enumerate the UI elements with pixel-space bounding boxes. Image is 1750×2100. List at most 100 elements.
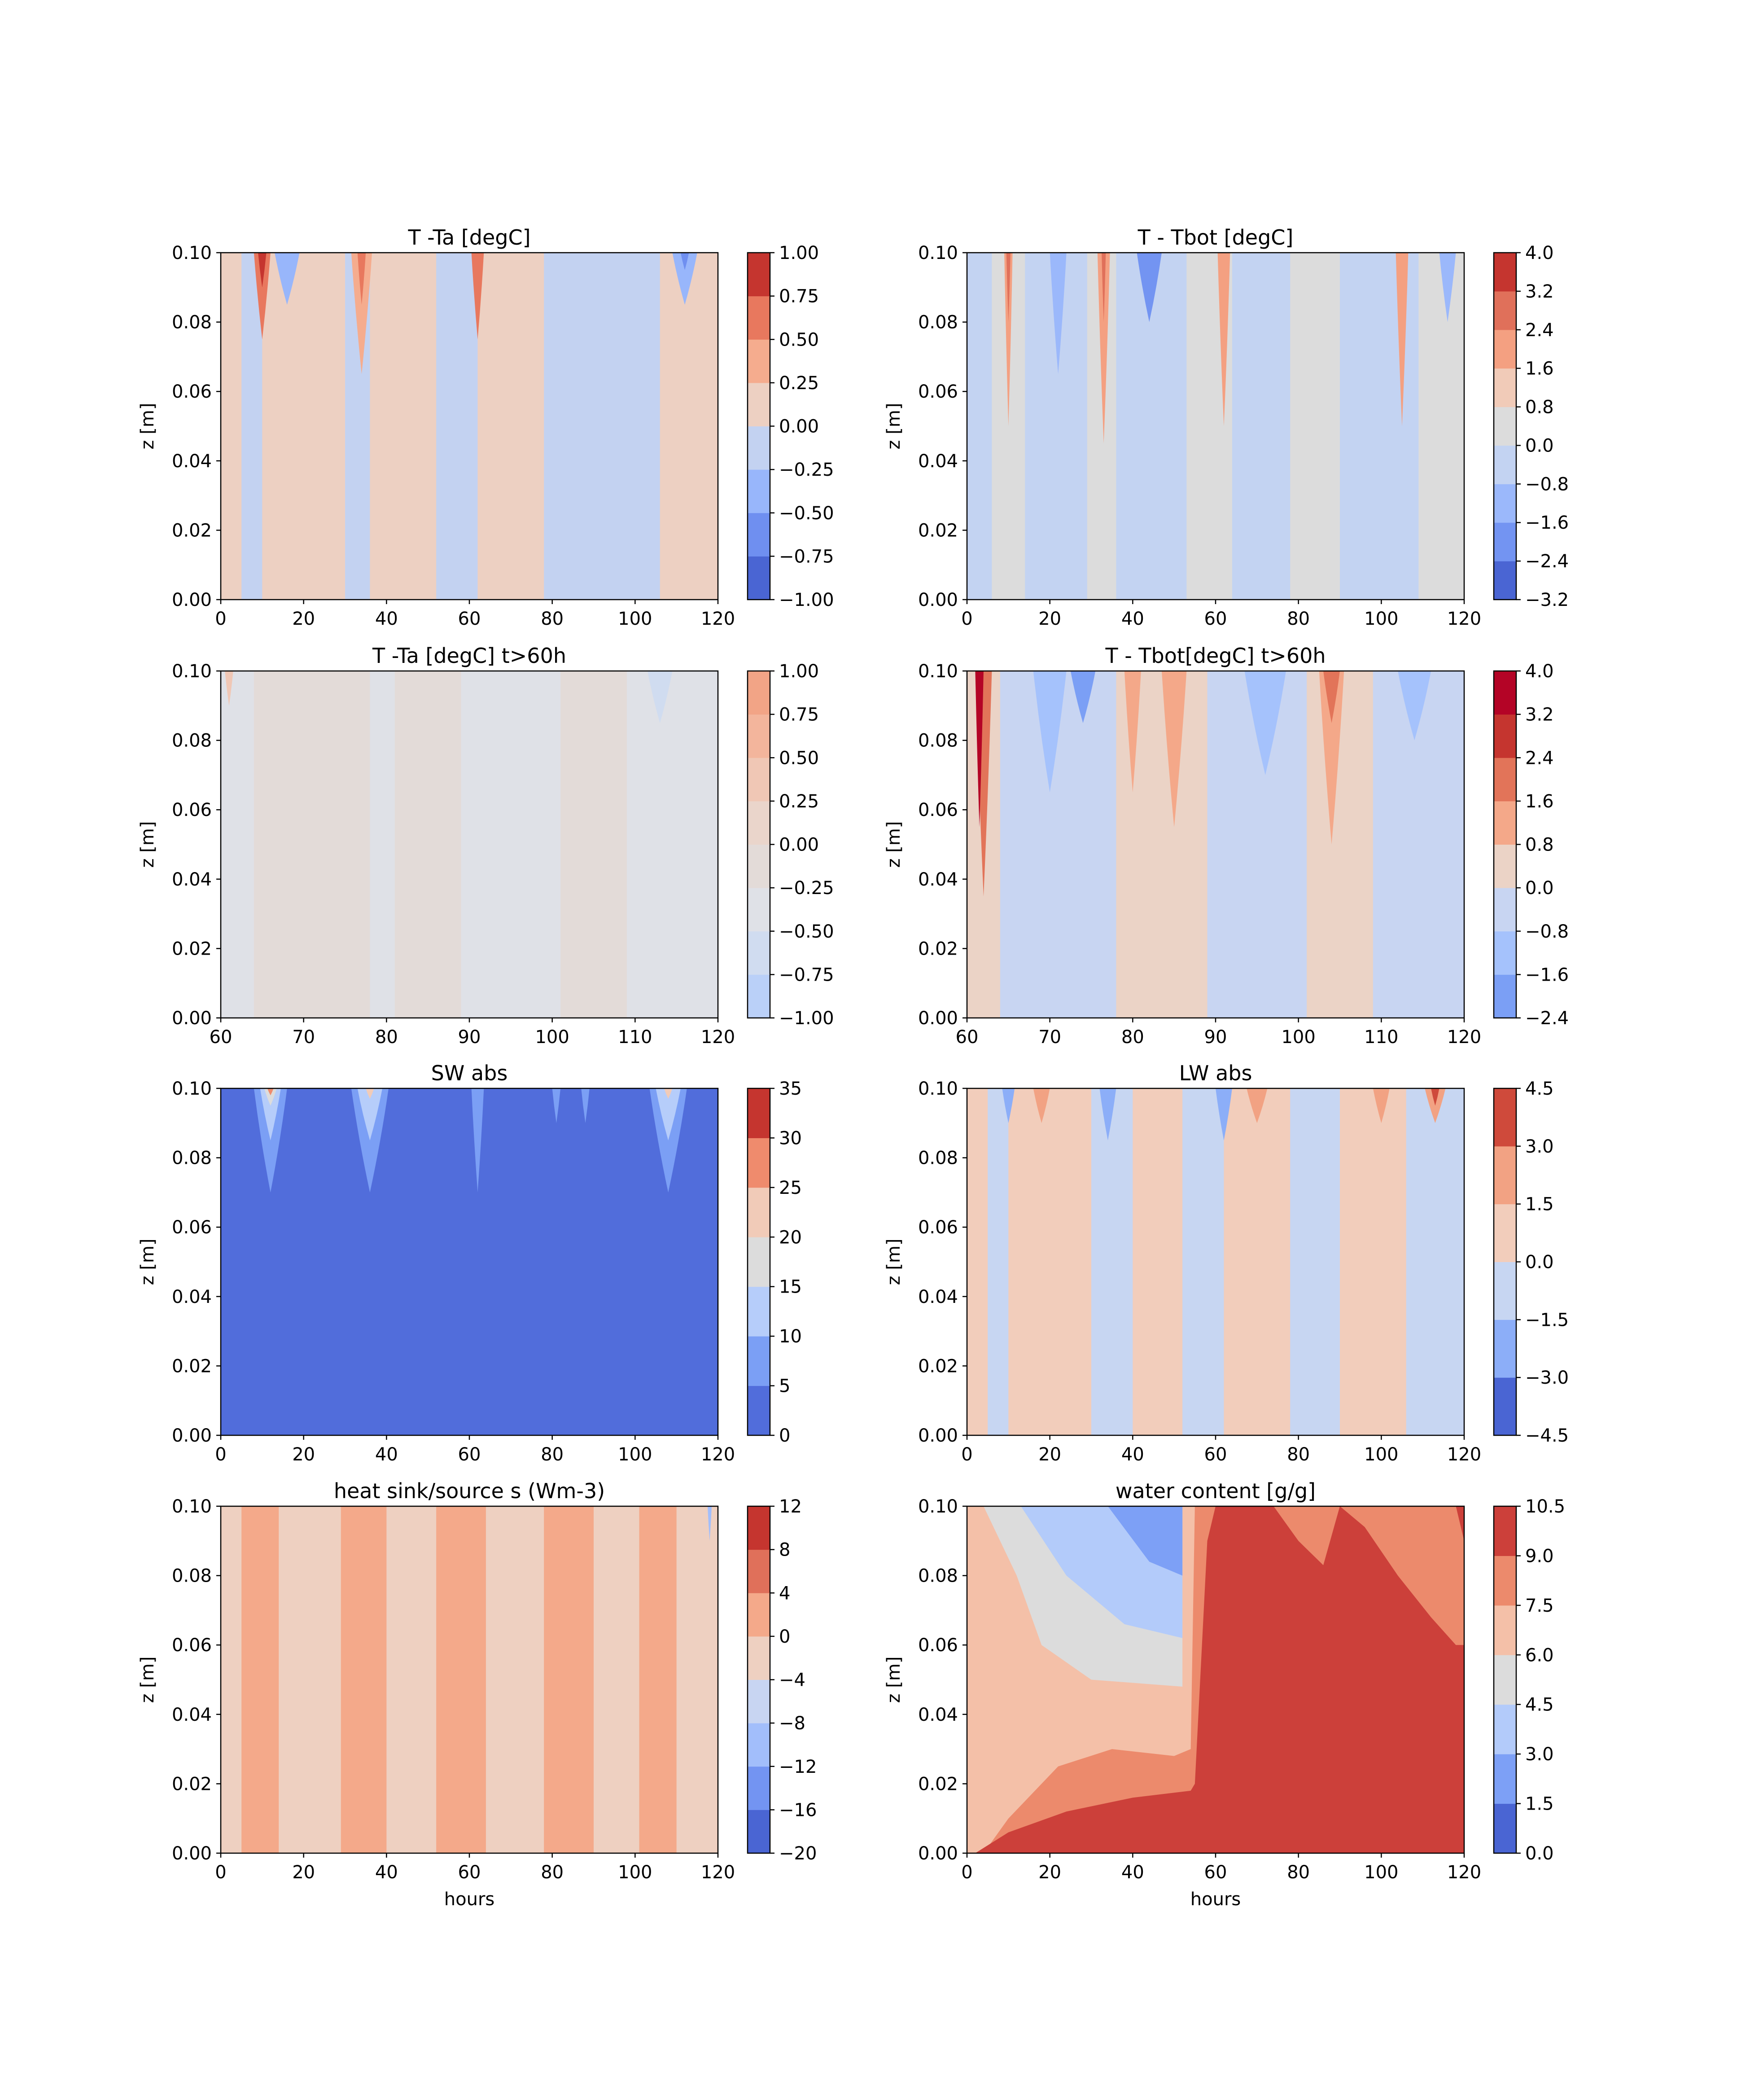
contour-field (221, 671, 718, 1018)
contour-region (1290, 1088, 1340, 1435)
colorbar-tick-label: 4.5 (1525, 1695, 1554, 1715)
x-tick-label: 0 (961, 1444, 972, 1465)
y-tick-label: 0.00 (172, 1843, 212, 1864)
contour-plume (1439, 253, 1456, 322)
x-tick-label: 60 (1204, 1444, 1227, 1465)
x-tick-label: 20 (1038, 609, 1061, 629)
chart-panel-6: LW abs 0 20 40 60 80 100 120 0.00 0.02 0.04 0.06 0.0… (884, 1061, 1569, 1465)
colorbar: 1.00 0.75 0.50 0.25 0.00 −0.25 −0.50 −0.75 −1.00 (747, 661, 834, 1029)
y-tick-label: 0.04 (918, 869, 958, 890)
colorbar-frame (747, 1087, 771, 1436)
contour-field (967, 253, 1464, 600)
y-tick-label: 0.02 (918, 520, 958, 541)
colorbar-tick-label: 0.25 (779, 373, 819, 394)
contour-region (461, 671, 561, 1018)
colorbar: 10.5 9.0 7.5 6.0 4.5 3.0 1.5 0.0 (1493, 1496, 1565, 1864)
colorbar-band (1494, 484, 1516, 523)
contour-plume (1124, 671, 1141, 793)
colorbar-band (1494, 561, 1516, 600)
contour-plume (254, 253, 271, 340)
y-axis-label: z [m] (884, 821, 904, 868)
colorbar-band (748, 253, 770, 297)
colorbar: 4.0 3.2 2.4 1.6 0.8 0.0 −0.8 −1.6 −2.4 (1493, 661, 1569, 1029)
colorbar-tick-label: 1.6 (1525, 359, 1554, 379)
x-tick-label: 90 (458, 1027, 481, 1048)
contour-plume (1244, 671, 1286, 775)
colorbar-band (748, 888, 770, 932)
colorbar-tick-label: 10.5 (1525, 1496, 1565, 1517)
x-tick-label: 0 (215, 1444, 226, 1465)
colorbar-tick-label: −0.75 (779, 965, 834, 985)
contour-plume (260, 1088, 281, 1140)
x-tick-label: 80 (375, 1027, 398, 1048)
contour-region (477, 253, 545, 600)
y-tick-label: 0.00 (172, 590, 212, 610)
y-tick-label: 0.06 (918, 1217, 958, 1238)
y-axis-label: z [m] (884, 1239, 904, 1285)
contour-region (221, 671, 254, 1018)
x-tick-label: 20 (1038, 1444, 1061, 1465)
colorbar-band (1494, 1556, 1516, 1606)
colorbar-tick-label: 4.5 (1525, 1078, 1554, 1099)
colorbar-band (748, 1810, 770, 1854)
colorbar-band (748, 1593, 770, 1637)
colorbar-band (1494, 1754, 1516, 1804)
y-tick-label: 0.00 (918, 1425, 958, 1446)
colorbar-tick-label: 3.2 (1525, 705, 1554, 725)
colorbar-band (748, 1088, 770, 1138)
colorbar-tick-label: 4.0 (1525, 243, 1554, 263)
colorbar-tick-label: 3.0 (1525, 1136, 1554, 1157)
colorbar-band (1494, 1088, 1516, 1147)
colorbar-band (1494, 1655, 1516, 1705)
contour-region (544, 1506, 594, 1853)
contour-region (221, 1088, 718, 1435)
contour-plume (1050, 253, 1067, 374)
contour-region (279, 1506, 341, 1853)
y-tick-label: 0.08 (918, 731, 958, 751)
y-tick-label: 0.08 (172, 312, 212, 333)
contour-plume (581, 1088, 590, 1123)
colorbar-tick-label: 0.0 (1525, 1252, 1554, 1273)
contour-plume (1002, 1088, 1015, 1123)
colorbar-band (1494, 714, 1516, 758)
y-axis-label: z [m] (884, 1657, 904, 1703)
contour-field (967, 1506, 1464, 1853)
colorbar-tick-label: 2.4 (1525, 748, 1554, 768)
contour-plume (1431, 1088, 1439, 1106)
x-tick-label: 100 (1364, 1444, 1398, 1465)
colorbar-band (748, 1286, 770, 1337)
colorbar-band (748, 339, 770, 383)
contour-plume (975, 671, 984, 827)
contour-region (1232, 253, 1291, 600)
contour-field (967, 671, 1464, 1018)
colorbar-band (748, 671, 770, 715)
y-tick-label: 0.06 (918, 381, 958, 402)
colorbar-band (748, 1723, 770, 1767)
colorbar-tick-label: −8 (779, 1713, 805, 1734)
x-tick-label: 120 (701, 1027, 735, 1048)
colorbar-band (748, 1187, 770, 1237)
chart-title: T -Ta [degC] t>60h (372, 644, 566, 668)
y-tick-label: 0.04 (918, 1705, 958, 1725)
x-tick-label: 120 (701, 609, 735, 629)
colorbar-tick-label: 1.5 (1525, 1794, 1554, 1815)
colorbar-tick-label: 1.6 (1525, 791, 1554, 812)
contour-plume (471, 1088, 484, 1192)
y-tick-label: 0.08 (172, 1148, 212, 1169)
contour-plume (1216, 1088, 1232, 1140)
chart-panel-3: T -Ta [degC] t>60h 60 70 80 90 100 110 120 0.00 0… (137, 644, 834, 1048)
contour-region (341, 1506, 387, 1853)
colorbar-tick-label: −12 (779, 1757, 817, 1777)
colorbar-tick-label: 5 (779, 1376, 790, 1397)
y-tick-label: 0.00 (172, 1425, 212, 1446)
y-tick-label: 0.02 (172, 1774, 212, 1794)
y-tick-label: 0.10 (172, 243, 212, 263)
contour-plume (225, 671, 233, 706)
y-tick-label: 0.08 (172, 731, 212, 751)
colorbar-tick-label: 15 (779, 1277, 802, 1298)
y-tick-label: 0.02 (172, 520, 212, 541)
contour-plume (264, 1088, 277, 1106)
y-tick-label: 0.04 (172, 869, 212, 890)
chart-panel-8: water content [g/g] 0 20 40 60 80 100 120 0.00 0.… (884, 1479, 1565, 1910)
